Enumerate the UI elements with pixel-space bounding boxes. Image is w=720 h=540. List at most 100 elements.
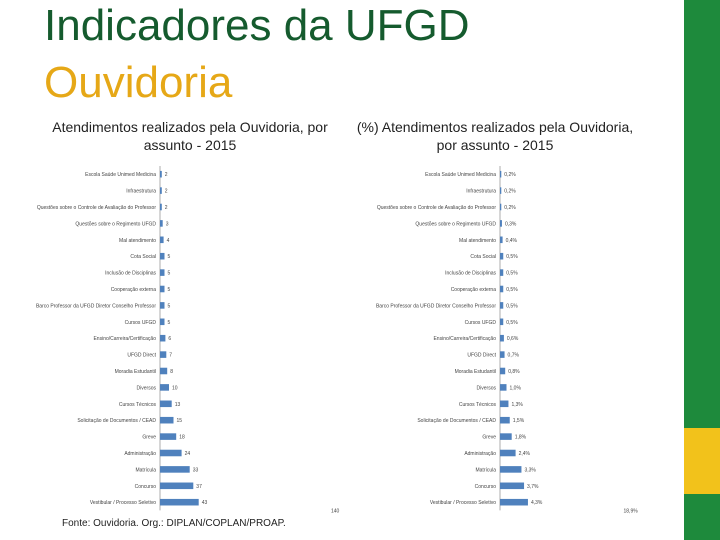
- chart-title-count: Atendimentos realizados pela Ouvidoria, …: [52, 119, 328, 153]
- bar: [500, 220, 502, 227]
- category-label: Cursos Técnicos: [119, 402, 157, 408]
- page-title: Indicadores da UFGD: [44, 1, 470, 50]
- category-label: Cursos Técnicos: [459, 402, 497, 408]
- bar: [160, 367, 168, 375]
- bar: [500, 400, 509, 408]
- category-label: Questões sobre o Regimento UFGD: [75, 221, 156, 227]
- data-label: 5: [168, 287, 171, 293]
- bar: [160, 351, 167, 358]
- data-label: 3,7%: [527, 484, 539, 490]
- category-label: Diversos: [477, 385, 497, 391]
- category-label: Barco Professor da UFGD Diretor Conselho…: [36, 303, 156, 309]
- data-label: 13: [175, 402, 181, 408]
- data-label: 5: [168, 271, 171, 277]
- data-label: 1,8%: [515, 435, 527, 441]
- bar: [500, 384, 507, 391]
- source-note: Fonte: Ouvidoria. Org.: DIPLAN/COPLAN/PR…: [62, 518, 286, 529]
- data-label: 5: [168, 303, 171, 309]
- category-label: Inclusão de Disciplinas: [445, 271, 496, 277]
- data-label: 3: [166, 221, 169, 227]
- bar-chart-percent: Escola Saúde Unimed Medicina 0,2% Infraest…: [376, 166, 639, 514]
- category-label: Cota Social: [470, 254, 496, 260]
- bar: [160, 416, 174, 424]
- bar: [160, 498, 199, 506]
- data-label: 4,3%: [531, 500, 543, 506]
- category-label: Inclusão de Disciplinas: [105, 271, 156, 277]
- category-label: Barco Professor da UFGD Diretor Conselho…: [376, 303, 496, 309]
- data-label: 3,3%: [524, 467, 536, 473]
- category-label: Ensino/Carreira/Certificação: [433, 336, 496, 342]
- category-label: Matrícula: [475, 467, 496, 473]
- category-label: Ensino/Carreira/Certificação: [93, 336, 156, 342]
- category-label: Mal atendimento: [119, 238, 156, 244]
- category-label: Cooperação externa: [451, 287, 497, 293]
- data-label: 10: [172, 385, 178, 391]
- chart-panel-percent: (%) Atendimentos realizados pela Ouvidor…: [350, 104, 640, 514]
- data-label: 0,3%: [505, 221, 517, 227]
- category-label: Greve: [142, 435, 156, 441]
- category-label: Administração: [124, 451, 156, 457]
- bar: [500, 236, 503, 244]
- chart-panel-count: Atendimentos realizados pela Ouvidoria, …: [30, 104, 350, 514]
- chart-title-percent: (%) Atendimentos realizados pela Ouvidor…: [356, 119, 634, 153]
- data-label: 0,5%: [506, 271, 518, 277]
- bar: [500, 367, 506, 375]
- data-label: 24: [185, 451, 191, 457]
- category-label: Infraestrutura: [126, 189, 156, 195]
- bar: [160, 449, 182, 457]
- category-label: Escola Saúde Unimed Medicina: [85, 172, 156, 178]
- bar: [160, 384, 169, 391]
- category-label: Matrícula: [135, 467, 156, 473]
- data-label: 2: [165, 205, 168, 211]
- data-label: 6: [168, 336, 171, 342]
- category-label: Cursos UFGD: [465, 320, 497, 326]
- category-label: Moradia Estudantil: [455, 369, 496, 375]
- bar: [160, 466, 190, 473]
- bar: [160, 187, 162, 194]
- data-label: 1,3%: [511, 402, 523, 408]
- data-label: 2: [165, 172, 168, 178]
- category-label: Mal atendimento: [459, 238, 496, 244]
- bar: [160, 269, 165, 276]
- data-label: 2,4%: [519, 451, 531, 457]
- bar: [500, 269, 504, 276]
- category-label: Solicitação de Documentos / CEAD: [417, 418, 496, 424]
- bar: [500, 318, 504, 326]
- bar: [160, 482, 194, 490]
- bar: [160, 433, 177, 440]
- bar: [500, 203, 502, 211]
- data-label: 2: [165, 189, 168, 195]
- data-label: 0,6%: [507, 336, 519, 342]
- category-label: UFGD Direct: [467, 353, 496, 359]
- data-label: 0,4%: [506, 238, 518, 244]
- bar: [500, 285, 504, 293]
- category-label: Vestibular / Processo Seletivo: [430, 500, 496, 506]
- category-label: Administração: [464, 451, 496, 457]
- bar: [160, 252, 165, 260]
- data-label: 7: [169, 353, 172, 359]
- total-label: 18,9%: [624, 508, 639, 514]
- bar: [500, 466, 522, 473]
- category-label: Cooperação externa: [111, 287, 157, 293]
- bar: [160, 334, 166, 342]
- bar: [500, 449, 516, 457]
- data-label: 0,2%: [504, 205, 516, 211]
- sidebar-accent: [684, 428, 720, 494]
- bar: [160, 400, 172, 408]
- bar: [500, 187, 502, 194]
- data-label: 8: [170, 369, 173, 375]
- bar: [500, 482, 525, 490]
- bar: [500, 416, 510, 424]
- category-label: Questões sobre o Controle de Avaliação d…: [37, 205, 156, 211]
- bar: [500, 433, 512, 440]
- bar: [500, 170, 502, 178]
- category-label: UFGD Direct: [127, 353, 156, 359]
- data-label: 33: [193, 467, 199, 473]
- bar-chart-count: Escola Saúde Unimed Medicina 2 Infraestrut…: [36, 166, 340, 514]
- bar: [500, 302, 504, 309]
- data-label: 0,5%: [506, 320, 518, 326]
- bar: [160, 236, 164, 244]
- category-label: Solicitação de Documentos / CEAD: [77, 418, 156, 424]
- bar: [160, 285, 165, 293]
- bar: [160, 302, 165, 309]
